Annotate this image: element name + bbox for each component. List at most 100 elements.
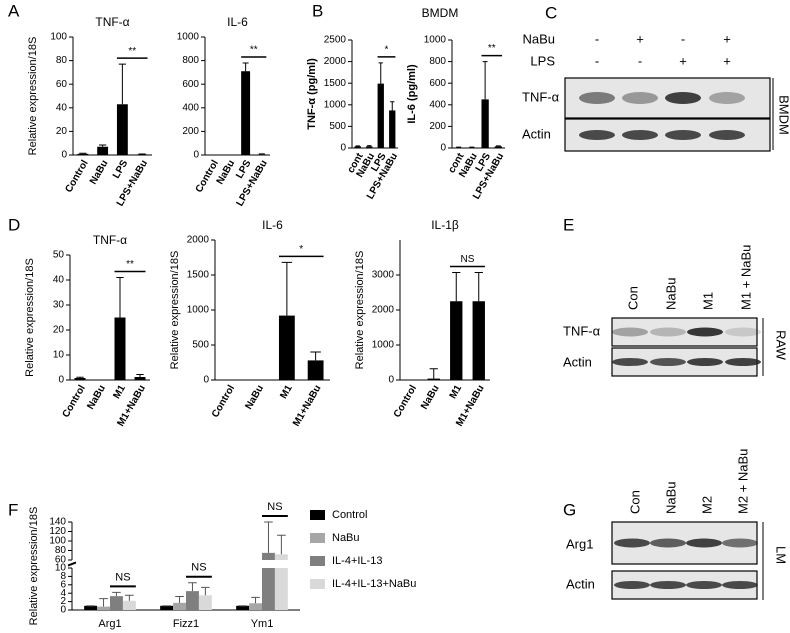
lane-label: M2 + NaBu (735, 449, 750, 514)
error-bar (251, 596, 260, 604)
y-tick-label: 1000 (424, 35, 447, 46)
bar (494, 146, 503, 148)
significance-label: NS (267, 501, 282, 513)
blot-row-label: Arg1 (566, 536, 593, 551)
blot-band (722, 538, 758, 548)
legend-swatch (310, 556, 325, 566)
error-bar (188, 582, 197, 592)
y-tick-label: 50 (53, 250, 65, 261)
blot-band (650, 581, 686, 589)
error-bar (452, 272, 461, 302)
error-bar (378, 62, 383, 84)
error-bar (79, 152, 87, 154)
y-tick-label: 2000 (324, 56, 347, 67)
panel-letter: G (563, 500, 576, 519)
significance-label: NS (461, 254, 475, 265)
y-tick-label: 200 (182, 126, 199, 137)
y-tick-label: 4 (60, 588, 66, 599)
y-tick-label: 80 (55, 545, 67, 556)
y-tick-label: 2500 (324, 35, 347, 46)
chart-title: TNF-α (95, 15, 129, 29)
bar (257, 154, 267, 155)
blot-row-label: Actin (566, 576, 595, 591)
blot-image (611, 317, 758, 347)
treatment-sign: + (679, 53, 687, 68)
significance-label: * (299, 244, 303, 255)
chart-title: IL-6 (227, 15, 248, 29)
y-tick-label: 0 (58, 375, 64, 386)
error-bar (99, 598, 108, 607)
y-tick-label: 2000 (372, 305, 395, 316)
y-tick-label: 2000 (187, 235, 210, 246)
bar (114, 317, 126, 380)
error-bar (277, 534, 286, 555)
y-tick-label: 40 (53, 275, 65, 286)
y-tick-label: 80 (56, 55, 68, 66)
bar (136, 154, 148, 155)
blot-band (725, 327, 761, 337)
y-axis-label: IL-6 (pg/ml) (406, 64, 418, 124)
y-axis-label: Relative expression/18S (24, 258, 36, 377)
bar (307, 360, 324, 380)
y-tick-label: 30 (53, 300, 65, 311)
blot-band (579, 92, 615, 104)
bar (481, 99, 489, 148)
treatment-sign: + (636, 31, 644, 46)
y-tick-label: 3000 (372, 270, 395, 281)
treatment-sign: + (723, 53, 731, 68)
bar (366, 146, 373, 148)
error-bar (136, 374, 144, 377)
blot-band (709, 130, 745, 140)
bar (454, 147, 463, 148)
y-axis-label: Relative expression/18S (27, 37, 39, 156)
y-tick-label: 600 (429, 78, 446, 89)
bar (97, 606, 110, 610)
blot-band (612, 358, 648, 366)
bar (116, 104, 128, 155)
x-tick-label: Fizz1 (173, 618, 199, 630)
y-tick-label: 0 (340, 143, 346, 154)
bar (134, 377, 146, 380)
error-bar (474, 272, 483, 302)
panel-letter: D (8, 215, 20, 234)
error-bar (367, 145, 372, 147)
error-bar (258, 153, 265, 155)
y-tick-label: 1500 (187, 270, 210, 281)
significance-label: * (385, 45, 389, 56)
y-tick-label: 1000 (324, 99, 347, 110)
error-bar (112, 591, 121, 597)
blot-band (622, 92, 658, 104)
panel-letter: F (8, 500, 18, 519)
lane-label: NaBu (663, 481, 678, 514)
blot-band (687, 327, 723, 337)
lane-label: M2 (699, 496, 714, 514)
blot-band (612, 327, 648, 337)
error-bar (99, 144, 107, 147)
y-tick-label: 400 (182, 102, 199, 113)
error-bar (310, 351, 321, 361)
panel-letter: B (312, 1, 323, 20)
bar (472, 301, 485, 380)
y-axis-label: Relative expression/18S (28, 507, 40, 626)
error-bar (429, 368, 438, 379)
blot-band (650, 358, 686, 366)
bar (468, 147, 476, 148)
blot-band (579, 130, 615, 140)
bar (198, 595, 212, 610)
significance-label: ** (488, 43, 496, 54)
blot-row-label: Actin (563, 354, 592, 369)
error-bar (125, 594, 134, 601)
bar (173, 602, 186, 610)
blot-band (709, 92, 745, 104)
y-tick-label: 100 (50, 32, 67, 43)
bar (160, 605, 174, 610)
cell-type-label: RAW (774, 330, 789, 361)
y-tick-label: 0 (193, 150, 199, 161)
legend-swatch (310, 510, 325, 520)
bar (427, 378, 440, 380)
significance-label: ** (126, 259, 134, 270)
blot-row-label: TNF-α (522, 89, 560, 104)
treatment-sign: - (595, 31, 599, 46)
error-bar (201, 586, 210, 596)
y-tick-label: 400 (429, 99, 446, 110)
